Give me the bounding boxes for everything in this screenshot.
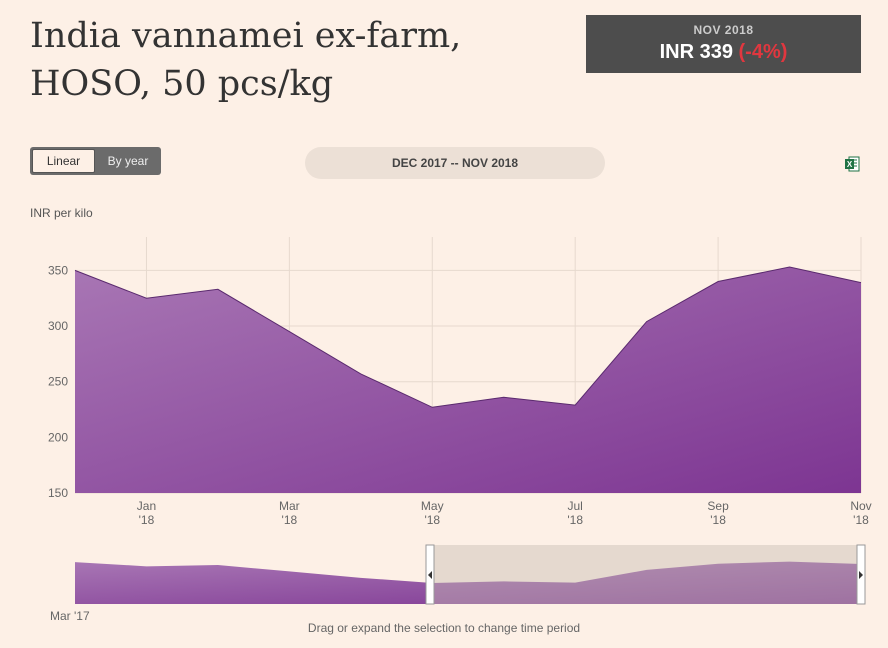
chart-title: India vannamei ex-farm, HOSO, 50 pcs/kg (30, 16, 462, 104)
navigator-area (75, 561, 861, 604)
y-tick-label: 350 (48, 263, 68, 277)
price-area (75, 267, 861, 493)
latest-price-change: (-4%) (738, 41, 788, 63)
chevron-right-icon (859, 571, 863, 579)
x-tick-label: Jul (568, 499, 583, 513)
x-tick-year-label: '18 (567, 513, 583, 527)
x-tick-label: May (421, 499, 444, 513)
latest-price-box: NOV 2018 INR 339 (-4%) (586, 15, 861, 73)
by-year-button[interactable]: By year (107, 154, 149, 168)
y-tick-label: 200 (48, 430, 68, 444)
x-tick-label: Mar (279, 499, 300, 513)
price-line (74, 266, 862, 408)
latest-price-date: NOV 2018 (693, 23, 754, 37)
y-axis-label: INR per kilo (30, 206, 93, 220)
navigator-start-label: Mar '17 (50, 609, 90, 623)
chevron-left-icon (428, 571, 432, 579)
linear-button[interactable]: Linear (32, 149, 95, 173)
x-tick-year-label: '18 (710, 513, 726, 527)
navigator-hint: Drag or expand the selection to change t… (307, 621, 581, 635)
x-tick-label: Nov (850, 499, 871, 513)
scale-toggle: Linear By year (30, 147, 161, 175)
svg-text:X: X (847, 160, 853, 169)
excel-icon[interactable]: X (844, 156, 860, 172)
y-tick-label: 300 (48, 319, 68, 333)
y-tick-label: 250 (48, 375, 68, 389)
x-tick-label: Sep (707, 499, 729, 513)
x-tick-year-label: '18 (282, 513, 298, 527)
y-tick-label: 150 (48, 486, 68, 500)
date-range-label[interactable]: DEC 2017 -- NOV 2018 (305, 147, 605, 179)
x-tick-year-label: '18 (139, 513, 155, 527)
latest-price: INR 339 (-4%) (586, 41, 861, 64)
x-tick-year-label: '18 (424, 513, 440, 527)
x-tick-label: Jan (137, 499, 156, 513)
latest-price-value: INR 339 (659, 41, 733, 63)
navigator-selection[interactable] (430, 545, 861, 604)
x-tick-year-label: '18 (853, 513, 869, 527)
